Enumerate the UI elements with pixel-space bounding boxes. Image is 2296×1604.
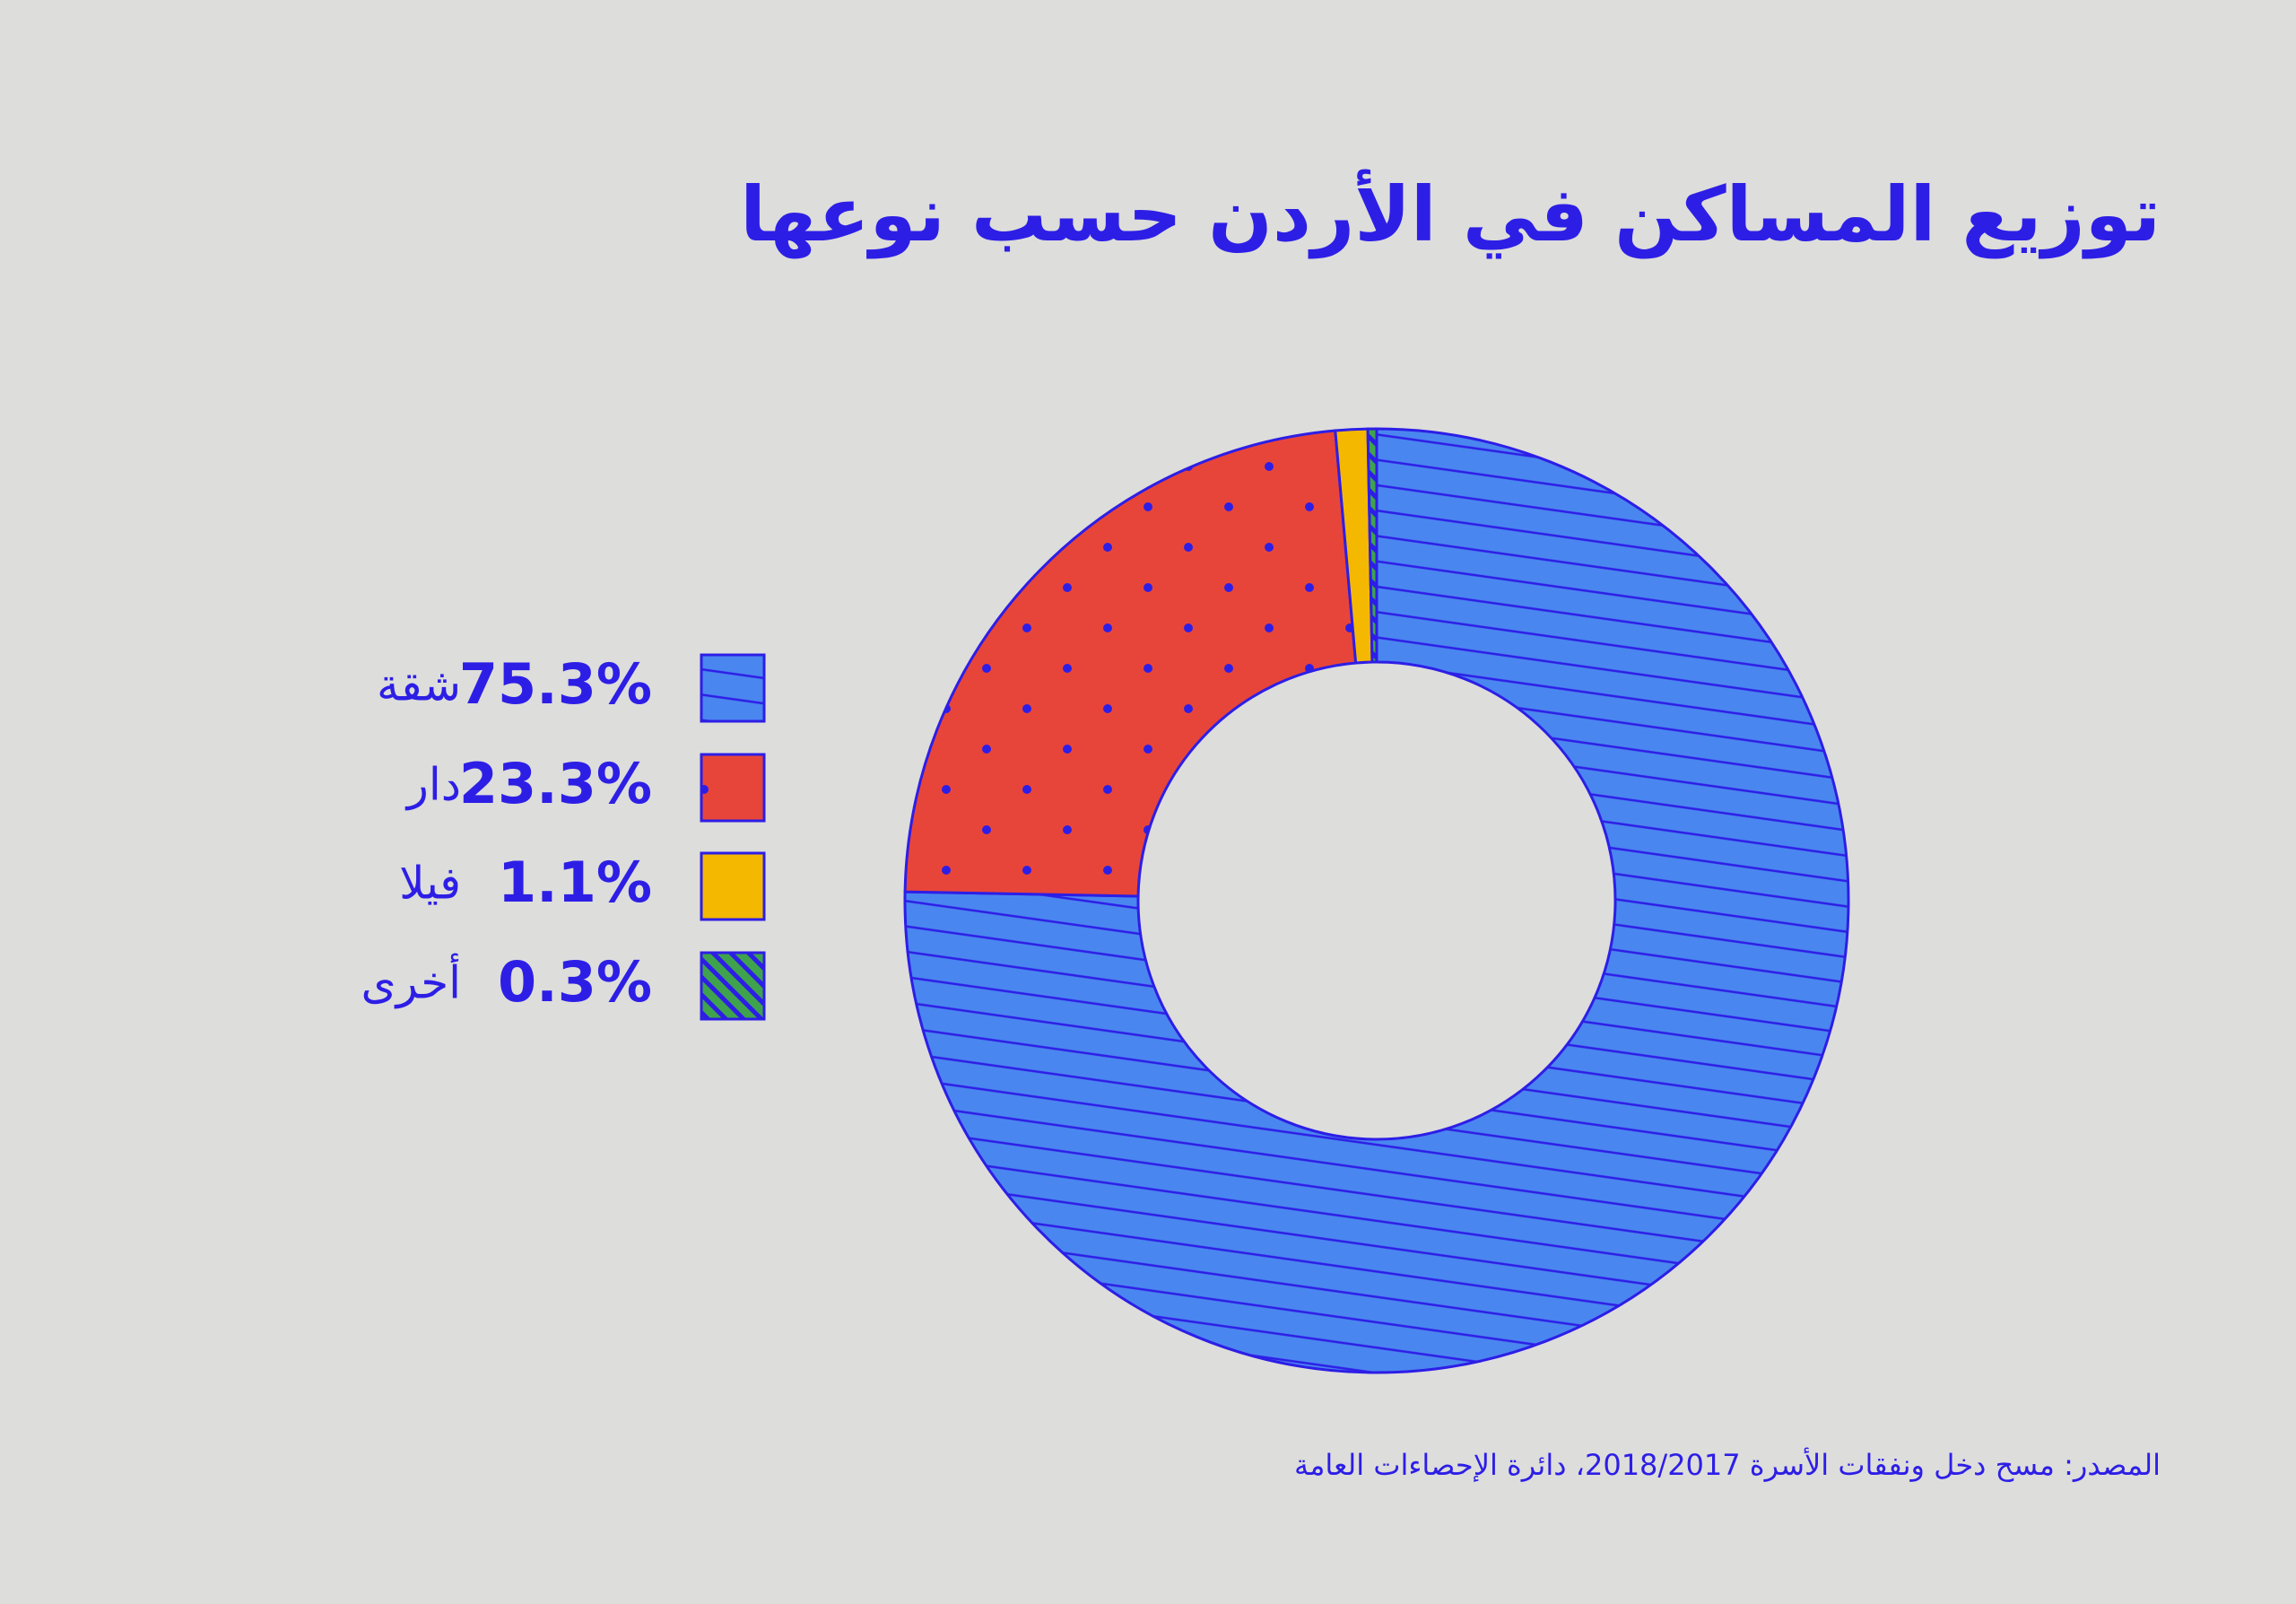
legend-label: أخرى bbox=[361, 954, 461, 1009]
chart-title: توزيع المساكن في الأردن حسب نوعها bbox=[740, 169, 2161, 259]
legend-swatch-texture bbox=[701, 754, 764, 821]
legend-label: فيلا bbox=[399, 858, 461, 910]
legend-value: 75.3% bbox=[459, 651, 652, 717]
legend-label: دار bbox=[404, 759, 461, 811]
legend-label: شقة bbox=[377, 659, 461, 711]
slice bbox=[903, 429, 1358, 898]
legend-swatch-texture bbox=[701, 953, 764, 1019]
source-note: المصدر: مسح دخل ونفقات الأسرة 2018/2017،… bbox=[1294, 1447, 2161, 1482]
legend-value: 23.3% bbox=[459, 751, 652, 816]
legend-value: 1.1% bbox=[498, 850, 652, 915]
legend-value: 0.3% bbox=[498, 949, 652, 1015]
legend-swatch-texture bbox=[701, 655, 764, 721]
legend-swatch bbox=[700, 851, 766, 921]
